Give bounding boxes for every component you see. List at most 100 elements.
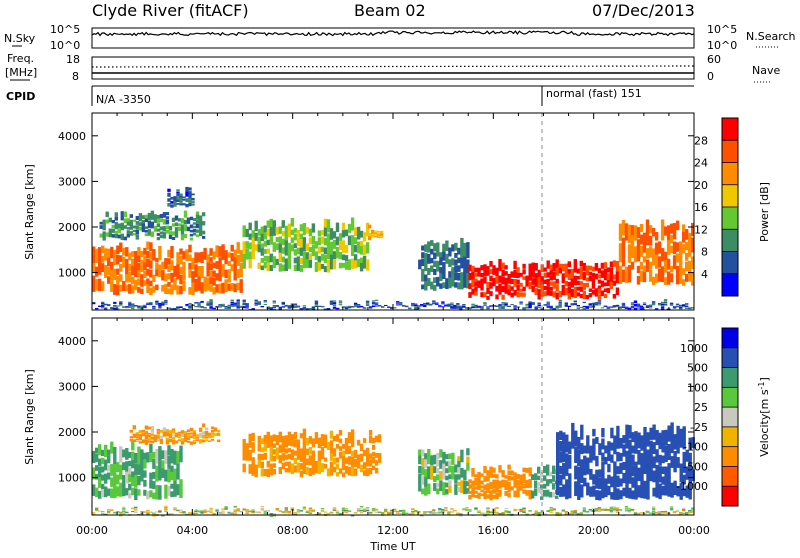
range-time-cell: [224, 307, 228, 309]
range-time-cell: [421, 284, 425, 290]
range-time-cell: [290, 229, 295, 235]
range-time-cell: [302, 223, 307, 235]
range-time-cell: [203, 276, 207, 292]
range-time-cell: [131, 276, 135, 285]
range-time-cell: [549, 281, 553, 286]
range-time-cell: [138, 226, 143, 231]
range-time-cell: [233, 268, 237, 281]
range-time-cell: [457, 460, 461, 468]
range-time-cell: [335, 307, 340, 309]
range-time-cell: [424, 244, 428, 252]
range-time-cell: [95, 453, 99, 463]
range-time-cell: [585, 511, 589, 513]
range-time-cell: [105, 219, 109, 224]
range-time-cell: [436, 482, 440, 488]
colorbar-segment: [722, 184, 738, 208]
range-time-cell: [642, 242, 647, 253]
range-time-cell: [158, 511, 162, 513]
range-time-cell: [601, 452, 605, 462]
range-time-cell: [311, 450, 316, 462]
range-time-cell: [95, 279, 99, 291]
range-time-cell: [630, 302, 635, 304]
range-time-cell: [682, 488, 686, 497]
range-time-cell: [368, 430, 373, 436]
range-time-cell: [582, 283, 586, 290]
range-time-cell: [685, 303, 689, 305]
range-time-cell: [682, 306, 686, 308]
range-time-cell: [628, 487, 632, 499]
range-time-cell: [381, 512, 385, 514]
range-time-cell: [308, 247, 313, 253]
range-time-cell: [155, 284, 159, 291]
range-time-cell: [242, 302, 246, 306]
range-time-cell: [98, 305, 102, 307]
range-time-cell: [480, 480, 484, 485]
range-time-cell: [688, 232, 692, 245]
range-time-cell: [519, 288, 523, 292]
colorbar-segment: [722, 446, 738, 467]
range-time-cell: [134, 463, 138, 476]
range-time-cell: [126, 233, 130, 238]
range-time-cell: [326, 233, 331, 246]
range-time-cell: [192, 225, 197, 229]
range-time-cell: [356, 226, 361, 240]
range-time-cell: [356, 304, 361, 306]
range-time-cell: [293, 306, 298, 308]
freq-label-line1: Freq.: [7, 52, 34, 65]
range-time-cell: [396, 512, 400, 514]
range-time-cell: [592, 428, 596, 437]
range-time-cell: [95, 510, 99, 512]
range-time-cell: [317, 246, 322, 254]
range-time-cell: [420, 305, 424, 307]
range-time-cell: [489, 291, 493, 297]
colorbar-tick-label: 25: [694, 401, 708, 414]
range-time-cell: [649, 452, 653, 468]
range-time-cell: [195, 439, 200, 441]
range-time-cell: [543, 279, 547, 284]
range-time-cell: [679, 241, 683, 264]
range-time-cell: [323, 254, 328, 264]
range-time-cell: [284, 461, 288, 467]
range-time-cell: [600, 262, 605, 269]
range-time-cell: [140, 251, 144, 258]
range-time-cell: [483, 264, 487, 270]
range-time-cell: [537, 302, 541, 305]
range-time-cell: [281, 238, 285, 246]
range-time-cell: [519, 292, 523, 297]
range-time-cell: [448, 247, 452, 257]
range-time-cell: [210, 432, 215, 435]
range-time-cell: [411, 509, 415, 511]
range-time-cell: [314, 251, 319, 261]
range-time-cell: [278, 263, 282, 272]
range-time-cell: [636, 249, 641, 262]
range-time-cell: [128, 473, 132, 483]
range-time-cell: [266, 510, 270, 512]
range-time-cell: [418, 465, 422, 474]
range-time-cell: [652, 456, 656, 469]
range-time-cell: [580, 443, 584, 455]
range-time-cell: [381, 511, 385, 513]
range-time-cell: [314, 303, 319, 306]
range-time-cell: [522, 269, 526, 275]
range-time-cell: [287, 511, 292, 513]
range-time-cell: [429, 510, 433, 512]
range-time-cell: [347, 223, 352, 233]
range-time-cell: [669, 508, 674, 509]
range-time-cell: [450, 511, 454, 513]
range-time-cell: [299, 258, 304, 264]
range-time-cell: [507, 470, 511, 476]
range-time-cell: [164, 469, 168, 482]
range-time-cell: [233, 513, 237, 515]
range-time-cell: [540, 488, 544, 495]
power-ylabel: Slant Range [km]: [23, 164, 36, 260]
range-time-cell: [660, 306, 665, 309]
range-time-cell: [236, 508, 240, 510]
range-time-cell: [131, 304, 135, 307]
range-time-cell: [618, 265, 623, 284]
range-time-cell: [107, 455, 111, 464]
range-time-cell: [141, 223, 146, 228]
range-time-cell: [651, 303, 656, 306]
range-time-cell: [176, 252, 180, 265]
range-time-cell: [601, 462, 605, 474]
range-time-cell: [155, 269, 159, 277]
